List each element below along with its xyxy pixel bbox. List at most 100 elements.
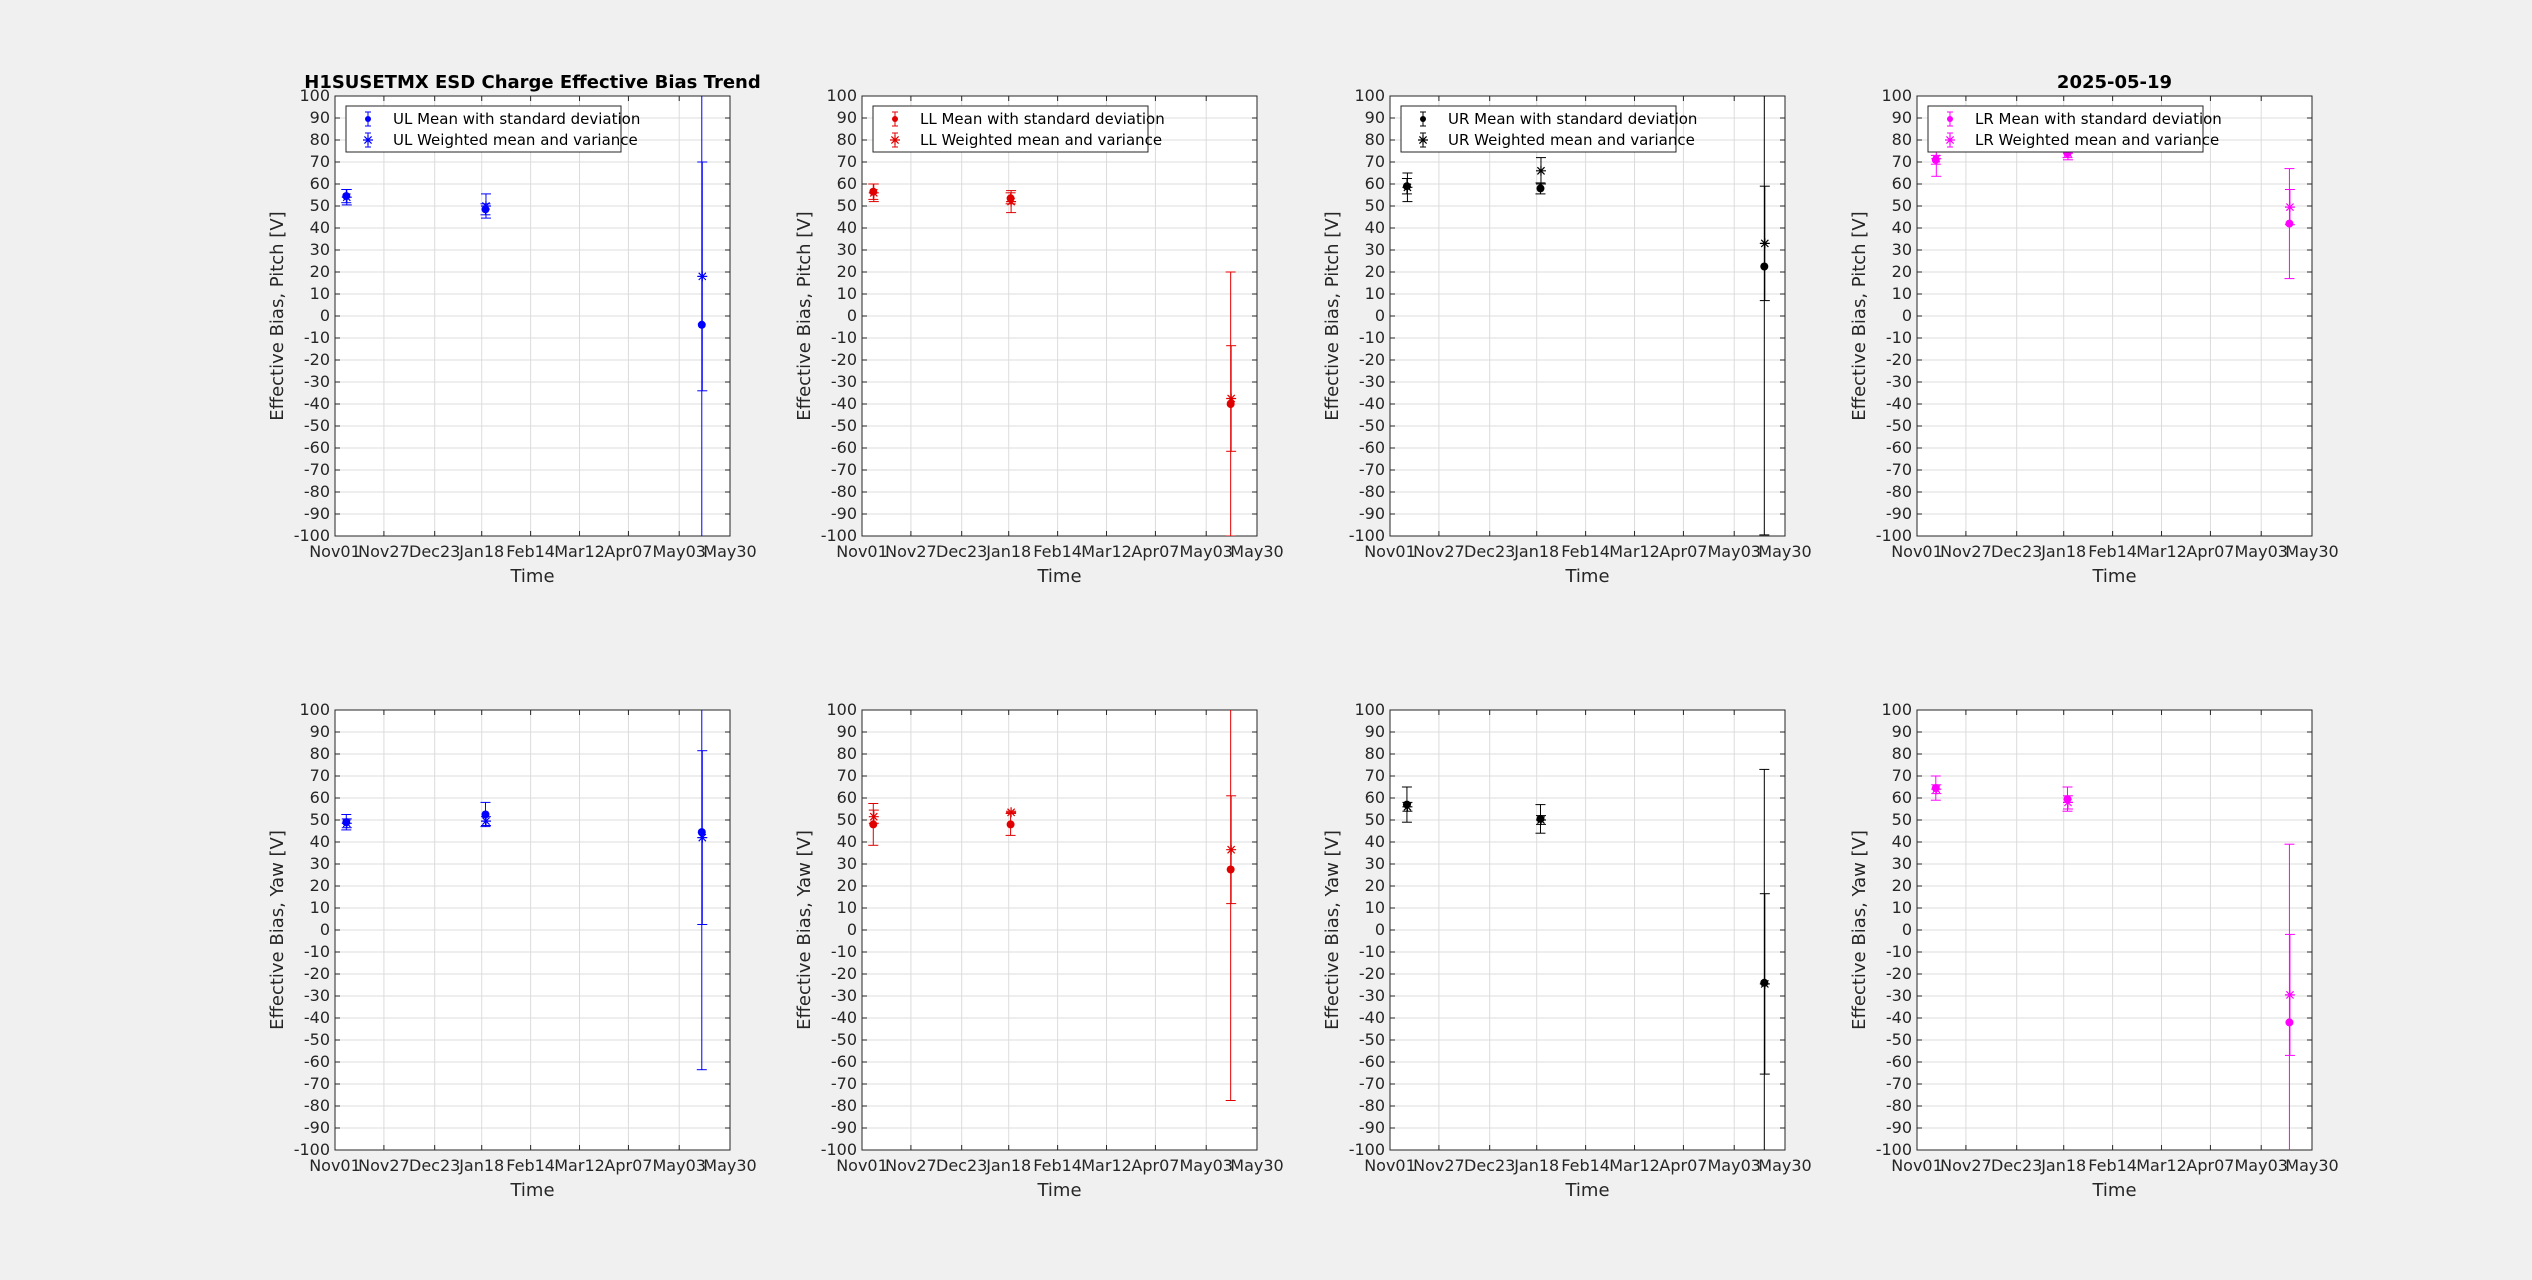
x-axis-label: Time (2091, 566, 2136, 587)
y-tick-label: 20 (310, 876, 330, 895)
x-tick-label: Apr07 (1131, 1156, 1179, 1175)
y-tick-label: -30 (1886, 372, 1912, 391)
y-tick-label: 50 (1892, 810, 1912, 829)
y-tick-label: -50 (304, 1030, 330, 1049)
subplot-pitch-ur: -100-90-80-70-60-50-40-30-20-10010203040… (1322, 86, 1812, 587)
y-tick-label: 100 (1881, 86, 1912, 105)
y-tick-label: 70 (837, 152, 857, 171)
y-tick-label: 80 (1365, 130, 1385, 149)
y-tick-label: 0 (847, 920, 857, 939)
y-tick-label: -60 (1886, 438, 1912, 457)
x-tick-label: May30 (1230, 1156, 1283, 1175)
x-axis-label: Time (1036, 566, 1081, 587)
y-tick-label: 90 (837, 722, 857, 741)
y-tick-label: 70 (310, 152, 330, 171)
x-tick-label: Nov01 (836, 542, 888, 561)
x-axis-label: Time (509, 1180, 554, 1201)
y-tick-label: 80 (1892, 744, 1912, 763)
y-tick-label: 30 (837, 854, 857, 873)
axes-frame (334, 95, 731, 537)
y-tick-label: 100 (1881, 700, 1912, 719)
y-tick-label: -50 (1359, 1030, 1385, 1049)
x-tick-label: Dec23 (936, 1156, 987, 1175)
y-tick-label: 20 (1892, 262, 1912, 281)
legend-star-marker (890, 135, 900, 145)
y-tick-label: -100 (1349, 526, 1385, 545)
y-tick-label: -10 (1359, 328, 1385, 347)
y-tick-label: 90 (1365, 722, 1385, 741)
axes-frame (861, 95, 1258, 537)
data-layer (341, 96, 708, 536)
legend-star-marker (1945, 135, 1955, 145)
legend-entry: UL Mean with standard deviation (393, 110, 640, 128)
y-tick-label: -10 (1886, 942, 1912, 961)
x-tick-label: May30 (2285, 1156, 2338, 1175)
y-tick-label: -60 (831, 1052, 857, 1071)
y-tick-label: 30 (1365, 854, 1385, 873)
x-tick-label: Mar12 (1081, 1156, 1132, 1175)
y-tick-label: 50 (1365, 810, 1385, 829)
subplot-yaw-ur: -100-90-80-70-60-50-40-30-20-10010203040… (1322, 700, 1812, 1201)
y-tick-label: -100 (1876, 1140, 1912, 1159)
data-point-star (1402, 182, 1413, 193)
x-tick-label: May03 (652, 1156, 705, 1175)
x-tick-label: Feb14 (506, 542, 555, 561)
x-axis-label: Time (1564, 566, 1609, 587)
axes-frame (1916, 709, 2313, 1151)
y-tick-label: 0 (1375, 920, 1385, 939)
x-tick-label: Apr07 (2186, 542, 2234, 561)
y-tick-label: 30 (310, 240, 330, 259)
data-point-star (1226, 393, 1237, 404)
legend-entry: LL Weighted mean and variance (920, 131, 1162, 149)
y-tick-label: -40 (1359, 394, 1385, 413)
y-tick-label: -30 (831, 986, 857, 1005)
y-tick-label: -10 (304, 328, 330, 347)
legend-dot-marker (365, 116, 371, 122)
x-tick-label: Mar12 (1609, 542, 1660, 561)
y-tick-label: -90 (1886, 1118, 1912, 1137)
y-tick-label: 100 (826, 700, 857, 719)
data-point-star (1006, 807, 1017, 818)
y-tick-label: -30 (1359, 986, 1385, 1005)
data-point-dot (869, 820, 878, 829)
x-tick-label: Dec23 (1464, 1156, 1515, 1175)
x-tick-label: Apr07 (1659, 542, 1707, 561)
y-tick-label: -80 (1359, 1096, 1385, 1115)
y-tick-label: -100 (1876, 526, 1912, 545)
y-tick-label: -30 (831, 372, 857, 391)
data-point-star (868, 811, 879, 822)
y-tick-label: -50 (1359, 416, 1385, 435)
y-tick-label: 70 (1365, 152, 1385, 171)
y-tick-label: -60 (304, 1052, 330, 1071)
y-tick-label: 40 (1892, 832, 1912, 851)
x-tick-label: May30 (2285, 542, 2338, 561)
data-layer (1401, 768, 1770, 1150)
y-tick-label: 10 (1892, 284, 1912, 303)
data-layer (1401, 96, 1770, 536)
y-tick-label: 100 (299, 86, 330, 105)
y-tick-label: -20 (1886, 350, 1912, 369)
y-axis-label: Effective Bias, Yaw [V] (794, 830, 815, 1030)
data-point-star (1226, 844, 1237, 855)
x-axis-label: Time (509, 566, 554, 587)
y-tick-label: 20 (1365, 876, 1385, 895)
y-tick-label: 90 (310, 108, 330, 127)
subplot-yaw-ul: -100-90-80-70-60-50-40-30-20-10010203040… (267, 700, 757, 1201)
y-tick-label: -60 (1886, 1052, 1912, 1071)
y-tick-label: 60 (1365, 174, 1385, 193)
y-tick-label: 30 (837, 240, 857, 259)
series-weighted-mean (1402, 157, 1770, 302)
legend-box (1927, 105, 2204, 153)
y-tick-label: 0 (1375, 306, 1385, 325)
data-point-star (697, 832, 708, 843)
y-tick-label: -70 (1886, 460, 1912, 479)
y-tick-label: -100 (294, 526, 330, 545)
data-point-star (480, 201, 491, 211)
series-weighted-mean (868, 183, 1237, 452)
y-tick-label: -70 (831, 460, 857, 479)
data-point-star (2062, 797, 2073, 808)
y-tick-label: -90 (1886, 504, 1912, 523)
y-tick-label: 30 (310, 854, 330, 873)
axes-frame (1389, 709, 1786, 1151)
x-tick-label: Jan18 (1513, 1156, 1559, 1175)
